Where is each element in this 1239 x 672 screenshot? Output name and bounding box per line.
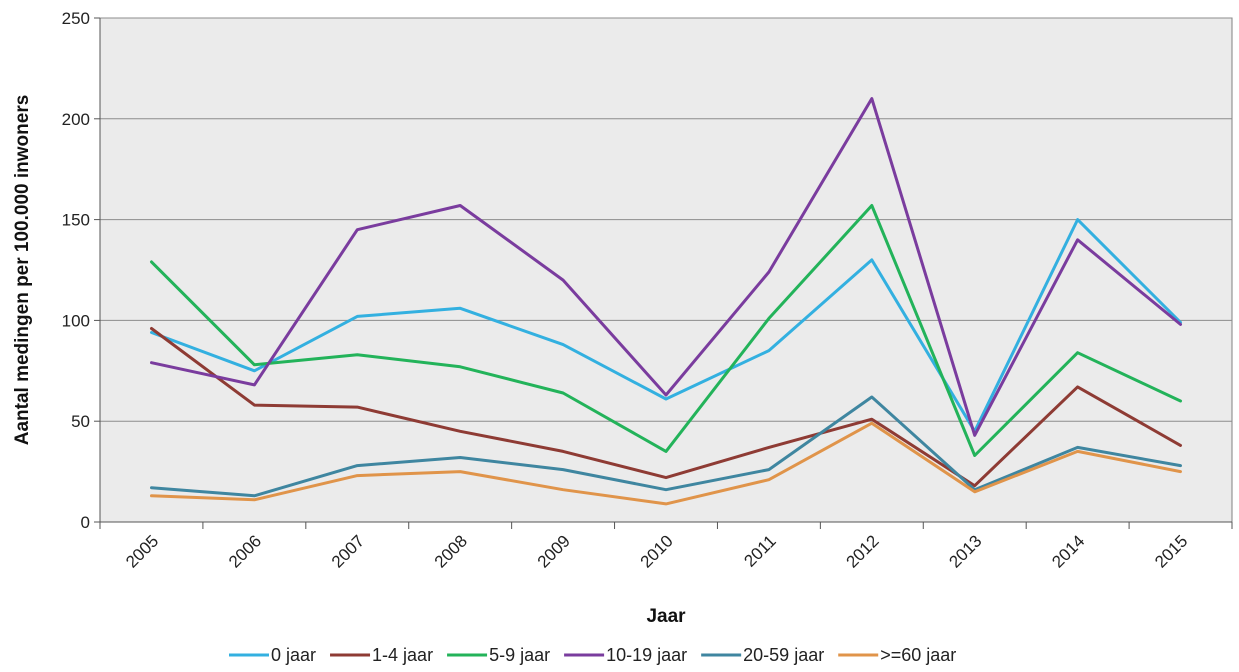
x-tick-label: 2013 — [945, 531, 985, 571]
x-tick-label: 2008 — [431, 531, 471, 571]
legend-label: 1-4 jaar — [372, 645, 433, 665]
plot-area — [99, 17, 1233, 523]
y-tick-label: 250 — [62, 9, 90, 28]
series-line — [150, 204, 1182, 457]
y-tick-label: 0 — [81, 513, 90, 532]
legend-item: 5-9 jaar — [447, 645, 550, 665]
x-tick-label: 2007 — [328, 531, 368, 571]
series-line — [150, 327, 1182, 488]
legend-label: 5-9 jaar — [489, 645, 550, 665]
series-line — [150, 97, 1182, 437]
series-line — [150, 395, 1182, 498]
x-tick-label: 2009 — [534, 531, 574, 571]
legend-item: >=60 jaar — [838, 645, 956, 665]
x-tick-label: 2010 — [637, 531, 677, 571]
legend-label: 10-19 jaar — [606, 645, 687, 665]
x-tick-label: 2014 — [1048, 531, 1088, 571]
legend-item: 1-4 jaar — [330, 645, 433, 665]
y-tick-label: 100 — [62, 311, 90, 330]
legend-item: 20-59 jaar — [701, 645, 824, 665]
y-tick-label: 200 — [62, 110, 90, 129]
x-axis-title: Jaar — [646, 606, 686, 627]
legend-item: 10-19 jaar — [564, 645, 687, 665]
legend-label: >=60 jaar — [880, 645, 956, 665]
series-lines — [150, 97, 1182, 506]
x-tick-label: 2011 — [740, 531, 779, 570]
axes — [94, 17, 1233, 529]
y-tick-labels: 0 50 100 150 200 250 — [62, 9, 90, 532]
x-tick-labels: 2005 2006 2007 2008 2009 2010 2011 2012 2013 2014… — [122, 531, 1191, 571]
y-axis-title: Aantal medingen per 100.000 inwoners — [12, 95, 33, 446]
legend: 0 jaar 1-4 jaar 5-9 jaar 10-19 jaar 20-59 ja… — [229, 645, 956, 665]
legend-label: 0 jaar — [271, 645, 316, 665]
legend-item: 0 jaar — [229, 645, 316, 665]
y-tick-label: 50 — [71, 412, 90, 431]
x-tick-label: 2006 — [225, 531, 265, 571]
series-line — [150, 421, 1182, 506]
x-tick-label: 2005 — [122, 531, 162, 571]
legend-label: 20-59 jaar — [743, 645, 824, 665]
y-tick-label: 150 — [62, 211, 90, 230]
x-tick-label: 2012 — [842, 531, 882, 571]
x-tick-label: 2015 — [1151, 531, 1191, 571]
series-line — [150, 218, 1182, 433]
